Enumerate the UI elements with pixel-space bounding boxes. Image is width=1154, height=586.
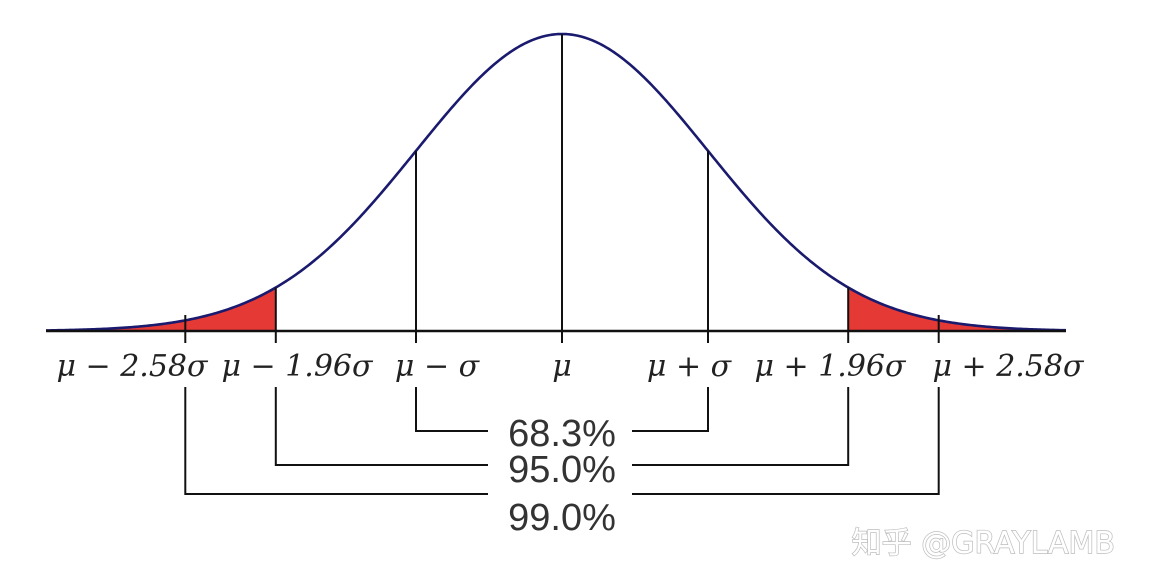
bell-curve (45, 32, 1067, 332)
interval-brackets (184, 387, 940, 495)
interval-bracket-0 (415, 387, 709, 432)
interval-bracket-2 (184, 387, 940, 495)
label-68-3-percent: 68.3% (508, 413, 616, 455)
interval-bracket-1 (274, 387, 850, 466)
label-mu-minus-2-58-sigma: μ − 2.58σ (57, 349, 210, 384)
watermark-text: 知乎 @GRAYLAMB (852, 526, 1115, 561)
label-mu-minus-1-96-sigma: μ − 1.96σ (222, 349, 375, 384)
marker-lines (184, 34, 940, 343)
label-99-0-percent: 99.0% (508, 497, 616, 539)
label-mu-plus-2-58-sigma: μ + 2.58σ (933, 349, 1086, 384)
tail-regions (46, 287, 1066, 331)
right-tail-region (848, 287, 1066, 331)
left-tail-region (46, 287, 276, 331)
label-mu-minus-sigma: μ − σ (395, 349, 481, 384)
label-95-0-percent: 95.0% (508, 449, 616, 491)
label-mu: μ (552, 349, 572, 384)
label-mu-plus-1-96-sigma: μ + 1.96σ (755, 349, 908, 384)
label-mu-plus-sigma: μ + σ (647, 349, 733, 384)
